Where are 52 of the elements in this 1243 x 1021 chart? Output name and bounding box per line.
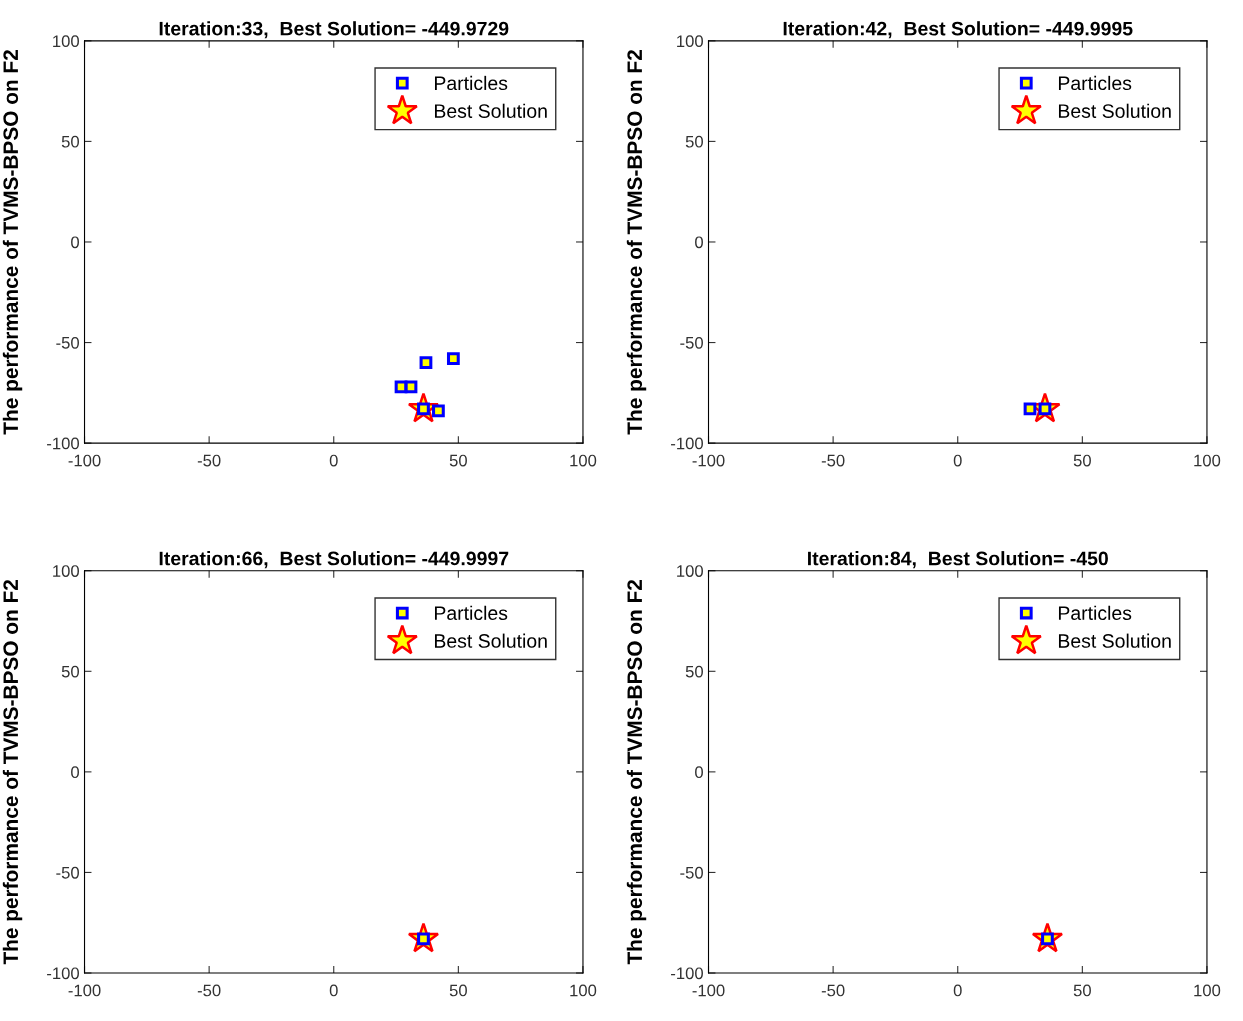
chart-title: Iteration:66, Best Solution= -449.9997 bbox=[159, 551, 509, 569]
x-tick-label: 50 bbox=[1073, 454, 1091, 467]
y-tick-label: 50 bbox=[685, 135, 703, 148]
y-tick-label: 100 bbox=[53, 565, 80, 577]
y-tick-label: 100 bbox=[677, 565, 703, 577]
legend-label: Best Solution bbox=[1058, 633, 1171, 648]
legend-label: Best Solution bbox=[434, 633, 547, 648]
x-tick-label: 100 bbox=[570, 454, 597, 467]
chart-title: Iteration:33, Best Solution= -449.9729 bbox=[159, 21, 509, 39]
y-tick-label: -100 bbox=[671, 437, 703, 450]
x-tick-label: 0 bbox=[329, 454, 338, 467]
y-axis-title: The performance of TVMS-BPSO on F2 bbox=[626, 50, 647, 435]
chart-title: Iteration:84, Best Solution= -450 bbox=[808, 551, 1108, 569]
y-tick-label: -50 bbox=[56, 336, 80, 349]
x-tick-label: -50 bbox=[821, 984, 845, 997]
chart-title: Iteration:42, Best Solution= -449.9995 bbox=[783, 21, 1133, 39]
legend-label: Particles bbox=[1058, 75, 1132, 91]
y-tick-label: -100 bbox=[47, 437, 80, 450]
x-tick-label: 50 bbox=[449, 984, 467, 997]
y-tick-label: 0 bbox=[695, 766, 703, 779]
x-tick-label: 100 bbox=[1194, 454, 1221, 467]
legend-label: Best Solution bbox=[1058, 103, 1171, 118]
y-tick-label: -100 bbox=[671, 967, 703, 980]
x-tick-label: 0 bbox=[953, 984, 962, 997]
x-tick-label: 100 bbox=[1194, 984, 1221, 997]
x-tick-label: -50 bbox=[821, 454, 845, 467]
y-tick-label: -50 bbox=[56, 866, 80, 879]
y-tick-label: 0 bbox=[71, 766, 80, 779]
x-tick-label: 0 bbox=[953, 454, 962, 467]
y-tick-label: -100 bbox=[47, 967, 80, 980]
legend-label: Particles bbox=[1058, 605, 1132, 621]
y-tick-label: 50 bbox=[61, 135, 80, 148]
x-tick-label: 50 bbox=[449, 454, 467, 467]
legend-label: Particles bbox=[434, 605, 508, 621]
y-tick-label: 0 bbox=[71, 236, 80, 249]
y-tick-label: 50 bbox=[61, 665, 80, 678]
legend-label: Particles bbox=[434, 75, 508, 91]
x-tick-label: 50 bbox=[1073, 984, 1091, 997]
x-tick-label: 100 bbox=[570, 984, 597, 997]
y-tick-label: 50 bbox=[685, 665, 703, 678]
x-tick-label: -50 bbox=[197, 984, 221, 997]
legend-label: Best Solution bbox=[434, 103, 547, 118]
y-axis-title: The performance of TVMS-BPSO on F2 bbox=[2, 50, 23, 435]
y-tick-label: 100 bbox=[53, 35, 80, 48]
y-tick-label: 0 bbox=[695, 236, 703, 249]
y-axis-title: The performance of TVMS-BPSO on F2 bbox=[2, 579, 23, 965]
y-tick-label: -50 bbox=[680, 336, 703, 349]
x-tick-label: -50 bbox=[197, 454, 221, 467]
x-tick-label: 0 bbox=[329, 984, 338, 997]
y-axis-title: The performance of TVMS-BPSO on F2 bbox=[626, 579, 647, 965]
y-tick-label: 100 bbox=[677, 35, 703, 48]
y-tick-label: -50 bbox=[680, 866, 703, 879]
